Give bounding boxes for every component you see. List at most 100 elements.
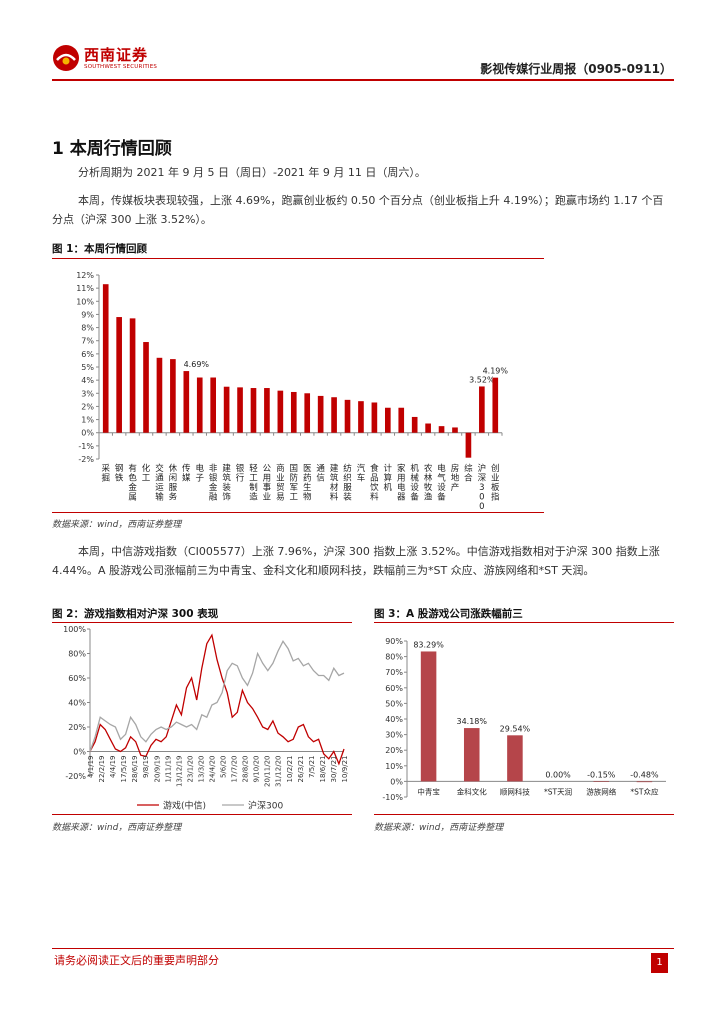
x-tick-label: 金科文化: [457, 786, 487, 796]
x-tick-label: 18/6/21: [319, 756, 327, 783]
x-tick-label: 建筑装饰: [222, 463, 231, 503]
y-tick-label: 4%: [81, 376, 94, 385]
bar: [196, 377, 203, 433]
y-tick-label: -1%: [78, 442, 94, 451]
x-tick-label: 非银金融: [209, 463, 218, 503]
data-label: 3.52%: [469, 375, 495, 384]
data-label: -0.48%: [630, 770, 659, 779]
x-tick-label: 商业贸易: [276, 463, 285, 503]
y-tick-label: 90%: [385, 637, 403, 646]
x-tick-label: 10/2/21: [286, 756, 294, 783]
hs300-line: [89, 640, 345, 752]
y-tick-label: 12%: [76, 271, 94, 280]
bar: [331, 397, 337, 433]
x-tick-label: 30/7/21: [330, 756, 338, 783]
data-label: 34.18%: [456, 717, 487, 726]
bar: [358, 401, 364, 433]
bar: [438, 426, 445, 433]
x-tick-label: 31/12/20: [275, 756, 283, 787]
bar: [237, 387, 243, 433]
bar: [170, 359, 176, 433]
y-tick-label: 40%: [385, 715, 403, 724]
bar: [290, 391, 297, 433]
bar: [463, 728, 480, 782]
y-tick-label: 3%: [81, 389, 94, 398]
y-tick-label: 80%: [385, 653, 403, 662]
bar: [183, 371, 190, 433]
legend-label: 沪深300: [248, 800, 283, 812]
bar: [593, 781, 610, 782]
bar: [223, 386, 230, 433]
bar: [129, 318, 136, 433]
y-tick-label: 80%: [68, 650, 86, 659]
logo-icon: [53, 45, 79, 71]
paragraph-gaming: 本周，中信游戏指数（CI005577）上涨 7.96%，沪深 300 指数上涨 …: [52, 545, 660, 577]
y-tick-label: 2%: [81, 402, 94, 411]
y-tick-label: 30%: [385, 731, 403, 740]
x-tick-label: 房地产: [451, 463, 460, 493]
bar: [420, 651, 437, 782]
bar: [143, 342, 149, 433]
paragraph-summary: 本周，传媒板块表现较强，上涨 4.69%，跑赢创业板约 0.50 个百分点（创业…: [52, 194, 664, 226]
x-tick-label: 1/11/19: [164, 756, 172, 783]
page-number: 1: [651, 953, 668, 973]
bar: [264, 388, 270, 433]
x-tick-label: 汽车: [357, 463, 366, 484]
x-tick-label: 电子: [195, 463, 204, 484]
x-tick-label: 20/9/19: [153, 756, 161, 783]
y-tick-label: -2%: [78, 455, 94, 464]
bar: [102, 284, 109, 433]
x-tick-label: 休闲服务: [169, 463, 178, 503]
x-tick-label: *ST众应: [630, 786, 659, 796]
y-tick-label: 40%: [68, 699, 86, 708]
x-tick-label: 游族网络: [586, 786, 616, 796]
game-vs-hs300-line-chart: 100% 80% 60% 40% 20% 0% -20% 4/1/19 22/2/19 4/4/1…: [63, 625, 349, 812]
x-tick-label: 家用电器: [397, 463, 406, 503]
x-tick-label: 银行: [236, 463, 245, 484]
x-tick-label: 9/8/19: [142, 756, 150, 779]
x-tick-label: 26/3/21: [297, 756, 305, 783]
game-company-bar-chart: 90% 80% 70% 60% 50% 40% 30% 20% 10% 0% -10% 83.29% 中…: [382, 637, 666, 802]
y-tick-label: 20%: [385, 746, 403, 755]
legend-label: 游戏(中信): [163, 800, 206, 812]
x-tick-label: 22/2/19: [98, 756, 106, 783]
figure2-top-rule: [52, 622, 352, 623]
bar: [398, 407, 405, 433]
header-divider: [52, 79, 674, 81]
bar: [507, 735, 523, 782]
x-tick-label: 机械设备: [410, 463, 419, 503]
bar: [210, 377, 217, 433]
bar: [344, 399, 351, 433]
y-tick-label: 10%: [76, 297, 94, 306]
bar: [452, 427, 458, 433]
x-tick-label: 4/1/19: [87, 756, 95, 779]
x-tick-label: 沪深 3 0 0: [478, 463, 487, 512]
x-tick-label: 轻工制造: [249, 463, 258, 503]
bar: [425, 423, 431, 433]
x-tick-label: 交通运输: [155, 463, 164, 503]
x-tick-label: 7/5/21: [308, 756, 316, 779]
x-tick-label: 24/4/20: [208, 756, 216, 783]
y-tick-label: 6%: [81, 350, 94, 359]
weekly-sector-bar-chart: 12% 11% 10% 9% 8% 7% 6% 5% 4% 3% 2% 1% 0% -1% -2% 采掘钢铁有…: [76, 271, 508, 512]
x-tick-label: 采掘: [101, 463, 110, 484]
data-label: 29.54%: [500, 724, 531, 733]
bar: [277, 390, 284, 433]
x-tick-label: 23/1/20: [186, 756, 194, 783]
y-tick-label: 1%: [81, 416, 94, 425]
bar: [384, 407, 391, 433]
x-tick-label: 17/5/19: [120, 756, 128, 783]
x-tick-label: 顺网科技: [500, 786, 530, 796]
x-tick-label: 28/6/19: [131, 756, 139, 783]
bar: [156, 357, 163, 433]
x-tick-label: 医药生物: [303, 464, 312, 503]
y-tick-label: 8%: [81, 324, 94, 333]
figure3-source: 数据来源：wind，西南证券整理: [374, 823, 504, 833]
x-tick-label: 综合: [464, 463, 473, 484]
y-tick-label: 0%: [390, 777, 403, 786]
y-tick-label: 20%: [68, 723, 86, 732]
y-tick-label: 5%: [81, 363, 94, 372]
x-tick-label: 13/12/19: [175, 756, 183, 787]
figure3-bottom-rule: [374, 814, 674, 815]
bar: [465, 432, 472, 458]
